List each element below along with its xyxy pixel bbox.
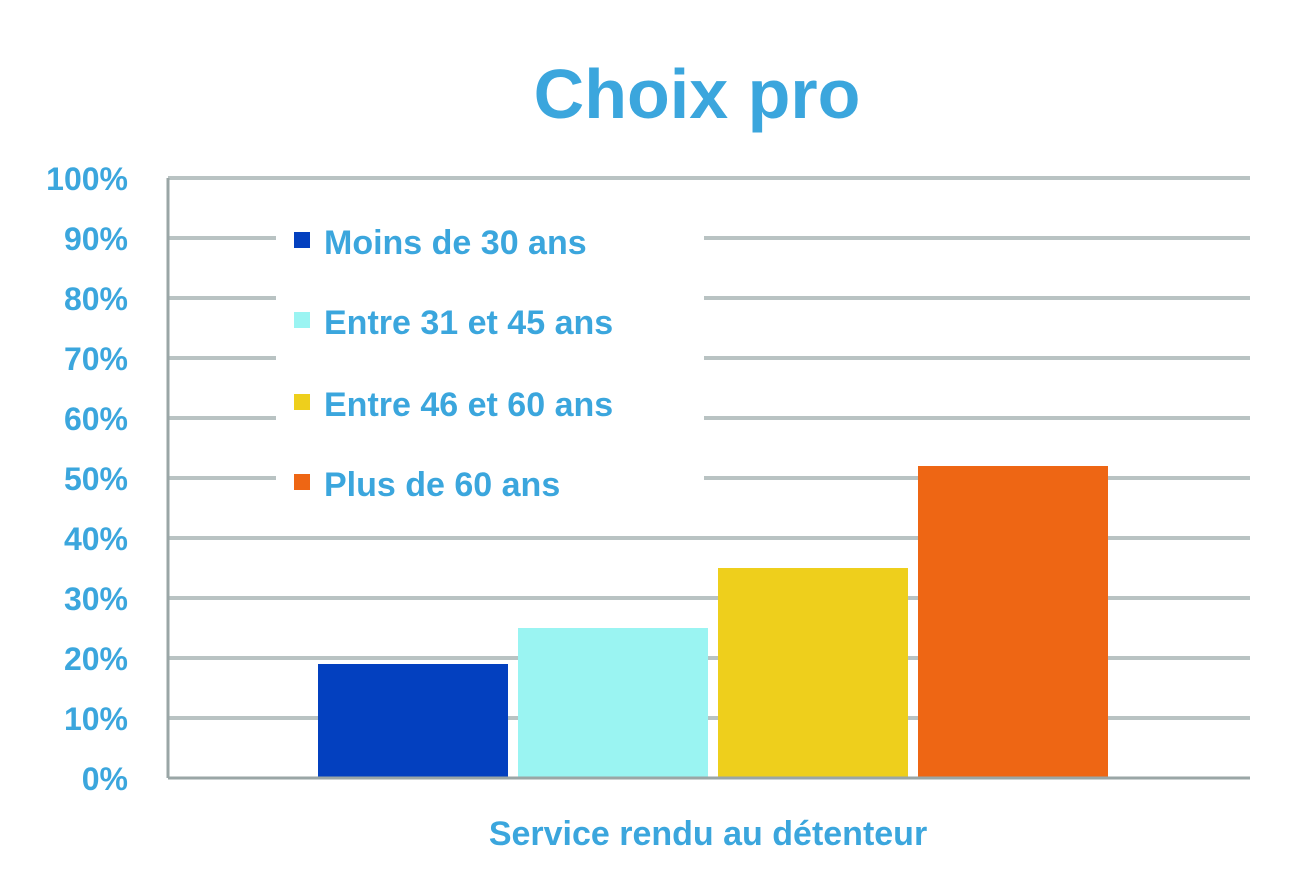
y-tick-label: 10% bbox=[64, 701, 128, 737]
y-tick-label: 70% bbox=[64, 341, 128, 377]
y-tick-label: 30% bbox=[64, 581, 128, 617]
y-tick-label: 20% bbox=[64, 641, 128, 677]
legend-swatch bbox=[294, 474, 310, 490]
bar-entre-46-et-60-ans bbox=[718, 568, 908, 778]
bar-entre-31-et-45-ans bbox=[518, 628, 708, 778]
bar-moins-de-30-ans bbox=[318, 664, 508, 778]
y-axis-tick-labels: 0% 10% 20% 30% 40% 50% 60% 70% 80% 90% 100% bbox=[46, 161, 128, 797]
x-axis-label: Service rendu au détenteur bbox=[489, 815, 927, 853]
y-tick-label: 90% bbox=[64, 221, 128, 257]
y-tick-label: 60% bbox=[64, 401, 128, 437]
y-tick-label: 100% bbox=[46, 161, 128, 197]
legend-label: Entre 46 et 60 ans bbox=[324, 386, 613, 424]
y-tick-label: 50% bbox=[64, 461, 128, 497]
legend-background bbox=[276, 198, 704, 514]
legend-label: Moins de 30 ans bbox=[324, 224, 587, 262]
legend-label: Plus de 60 ans bbox=[324, 466, 560, 504]
chart-title: Choix pro bbox=[534, 55, 861, 133]
y-tick-label: 40% bbox=[64, 521, 128, 557]
legend-swatch bbox=[294, 394, 310, 410]
bar-plus-de-60-ans bbox=[918, 466, 1108, 778]
legend: Moins de 30 ans Entre 31 et 45 ans Entre 4… bbox=[276, 198, 704, 514]
y-tick-label: 80% bbox=[64, 281, 128, 317]
bars bbox=[318, 466, 1108, 778]
y-tick-label: 0% bbox=[82, 761, 128, 797]
legend-swatch bbox=[294, 312, 310, 328]
legend-label: Entre 31 et 45 ans bbox=[324, 304, 613, 342]
legend-swatch bbox=[294, 232, 310, 248]
